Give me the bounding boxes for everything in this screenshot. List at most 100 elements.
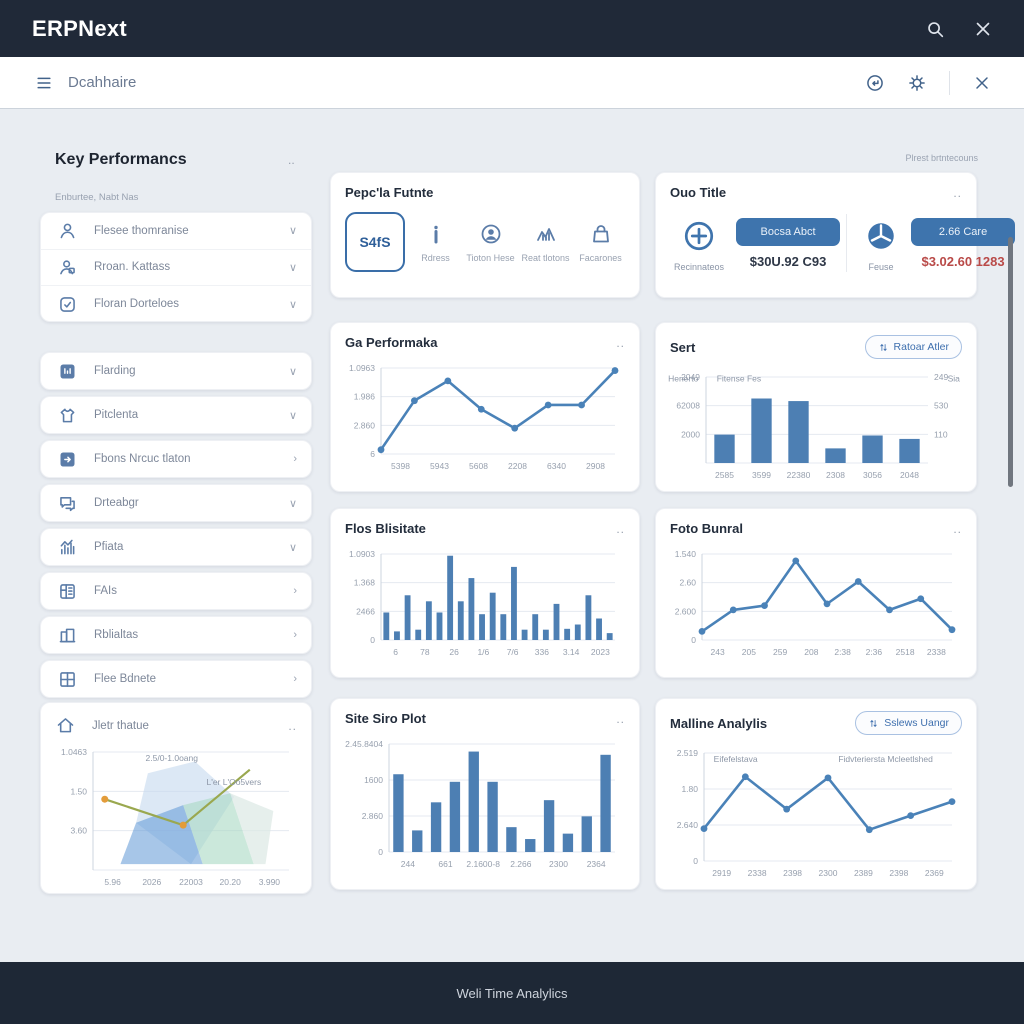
sidebar-item-7[interactable]: Pfiata ∨ [40,528,312,566]
kpi-item-3[interactable]: Facarones [576,222,625,263]
shirt-icon [57,405,78,426]
sidebar-item-0[interactable]: Flesee thomranise ∨ [41,213,311,250]
svg-text:1/6: 1/6 [477,647,489,657]
gear-icon[interactable] [907,73,927,93]
sidebar-item-label: Rroan. Kattass [94,261,171,274]
kpi-tile[interactable]: S4fS [345,212,405,272]
svg-text:20.20: 20.20 [220,877,242,887]
top-app-bar: ERPNext [0,0,1024,57]
stat-label: Feuse [868,262,894,272]
page-title: Dcahhaire [68,74,137,91]
card-title: Ga Performaka [345,335,438,350]
scrollbar-thumb[interactable] [1008,237,1013,487]
sidebar-item-5[interactable]: Fbons Nrcuc tlaton › [40,440,312,478]
sidebar-trend-chart: 1.0463 1.50 3.60 5.96 2026 22003 20.20 3.990 2.5… [49,740,303,890]
sidebar-more-icon[interactable]: .. [288,153,295,167]
sidebar-item-label: Flesee thomranise [94,224,189,237]
more-options-icon[interactable]: .. [288,718,297,733]
menu-icon[interactable] [34,73,54,93]
chevron-down-icon: ∨ [288,365,297,378]
chart-card-sert: Sert Ratoar Atler 2049 62008 2000 249 530 110… [655,322,977,492]
svg-text:2208: 2208 [508,461,527,471]
card-title: Flos Blisitate [345,521,426,536]
svg-text:249: 249 [934,372,948,382]
check-square-icon [57,294,78,315]
more-options-icon[interactable]: .. [616,521,625,536]
svg-text:2049: 2049 [681,372,700,382]
kpi-item-0[interactable]: Rdress [411,222,460,263]
chevron-down-icon: ∨ [288,261,297,274]
svg-text:Fidvteriersta Mcleetlshed: Fidvteriersta Mcleetlshed [838,754,933,764]
svg-text:L'er L'Oo5vers: L'er L'Oo5vers [206,777,261,787]
svg-text:2.640: 2.640 [677,820,699,830]
kpi-item-label: Rdress [421,252,450,263]
svg-text:5943: 5943 [430,461,449,471]
info-icon [424,222,448,246]
filter-button[interactable]: Ratoar Atler [864,335,962,359]
sidebar-item-label: Pfiata [94,541,124,553]
sidebar-item-8[interactable]: FAIs › [40,572,312,610]
bar-chart-icon [57,537,78,558]
close-panel-icon[interactable] [972,73,992,93]
sidebar-item-9[interactable]: Rblialtas › [40,616,312,654]
refresh-icon[interactable] [865,73,885,93]
svg-text:244: 244 [401,859,415,869]
stat-action-button[interactable]: 2.66 Care [911,218,1016,246]
svg-text:5398: 5398 [391,461,410,471]
sidebar-item-1[interactable]: Rroan. Kattass ∨ [41,250,311,287]
sidebar-item-10[interactable]: Flee Bdnete › [40,660,312,698]
svg-text:2398: 2398 [783,868,802,878]
sidebar-item-label: Flee Bdnete [94,673,157,685]
more-options-icon[interactable]: .. [616,335,625,350]
filter-button[interactable]: Sslews Uangr [855,711,962,735]
svg-text:530: 530 [934,401,948,411]
topbar-actions [924,18,994,40]
chevron-right-icon: › [293,585,297,597]
card-title: Jletr thatue [92,719,149,732]
card-title: Malline Analylis [670,715,768,731]
filter-button-label: Ratoar Atler [893,341,949,353]
footer-text: Weli Time Analylics [456,985,568,1001]
kpi-item-label: Tioton Hese [466,252,515,263]
sidebar-item-label: Floran Dorteloes [94,298,180,311]
plus-circle-icon [681,218,717,254]
svg-text:2369: 2369 [925,868,944,878]
user-circle-icon [479,222,503,246]
sidebar-subtitle: Enburtee, Nabt Nas [55,192,139,203]
card-title: Foto Bunral [670,521,743,536]
svg-text:Eifefelstava: Eifefelstava [714,754,758,764]
close-icon[interactable] [972,18,994,40]
more-options-icon[interactable]: .. [953,521,962,536]
svg-text:3599: 3599 [752,470,771,480]
card-title: Sert [670,339,696,355]
sidebar-item-3[interactable]: Flarding ∨ [40,352,312,390]
svg-text:2.266: 2.266 [510,859,532,869]
chart-card-site: Site Siro Plot .. 2.45.8404 1600 2.860 0 244… [330,698,640,890]
sidebar-item-2[interactable]: Floran Dorteloes ∨ [41,286,311,323]
svg-text:336: 336 [535,647,549,657]
kpi-item-label: Reat tlotons [521,252,570,263]
stat-action-button[interactable]: Bocsa Abct [736,218,841,246]
svg-text:243: 243 [711,647,725,657]
kpi-item-1[interactable]: Tioton Hese [466,222,515,263]
kpi-item-2[interactable]: Reat tlotons [521,222,570,263]
svg-text:2364: 2364 [587,859,606,869]
more-options-icon[interactable]: .. [616,711,625,726]
card-title: Pepc'la Futnte [345,185,434,200]
search-icon[interactable] [924,18,946,40]
filter-button-label: Sslews Uangr [884,717,949,729]
stat-group-1: Feuse 2.66 Care $3.02.60 1283 [846,214,1021,272]
svg-text:2.860: 2.860 [362,811,384,821]
card-title: Ouo Title [670,185,727,200]
sidebar-item-4[interactable]: Pitclenta ∨ [40,396,312,434]
more-options-icon[interactable]: .. [953,185,962,200]
svg-text:2.1600-8: 2.1600-8 [466,859,500,869]
kpi-item-label: Facarones [579,252,622,263]
svg-text:110: 110 [934,429,948,439]
svg-text:5608: 5608 [469,461,488,471]
chevron-down-icon: ∨ [288,409,297,422]
sidebar-trend-card: Jletr thatue .. 1.0463 1.50 3.60 5.96 2026 22… [40,702,312,894]
sidebar-item-6[interactable]: Drteabgr ∨ [40,484,312,522]
home-icon [55,715,76,736]
sidebar-item-label: Rblialtas [94,629,139,641]
